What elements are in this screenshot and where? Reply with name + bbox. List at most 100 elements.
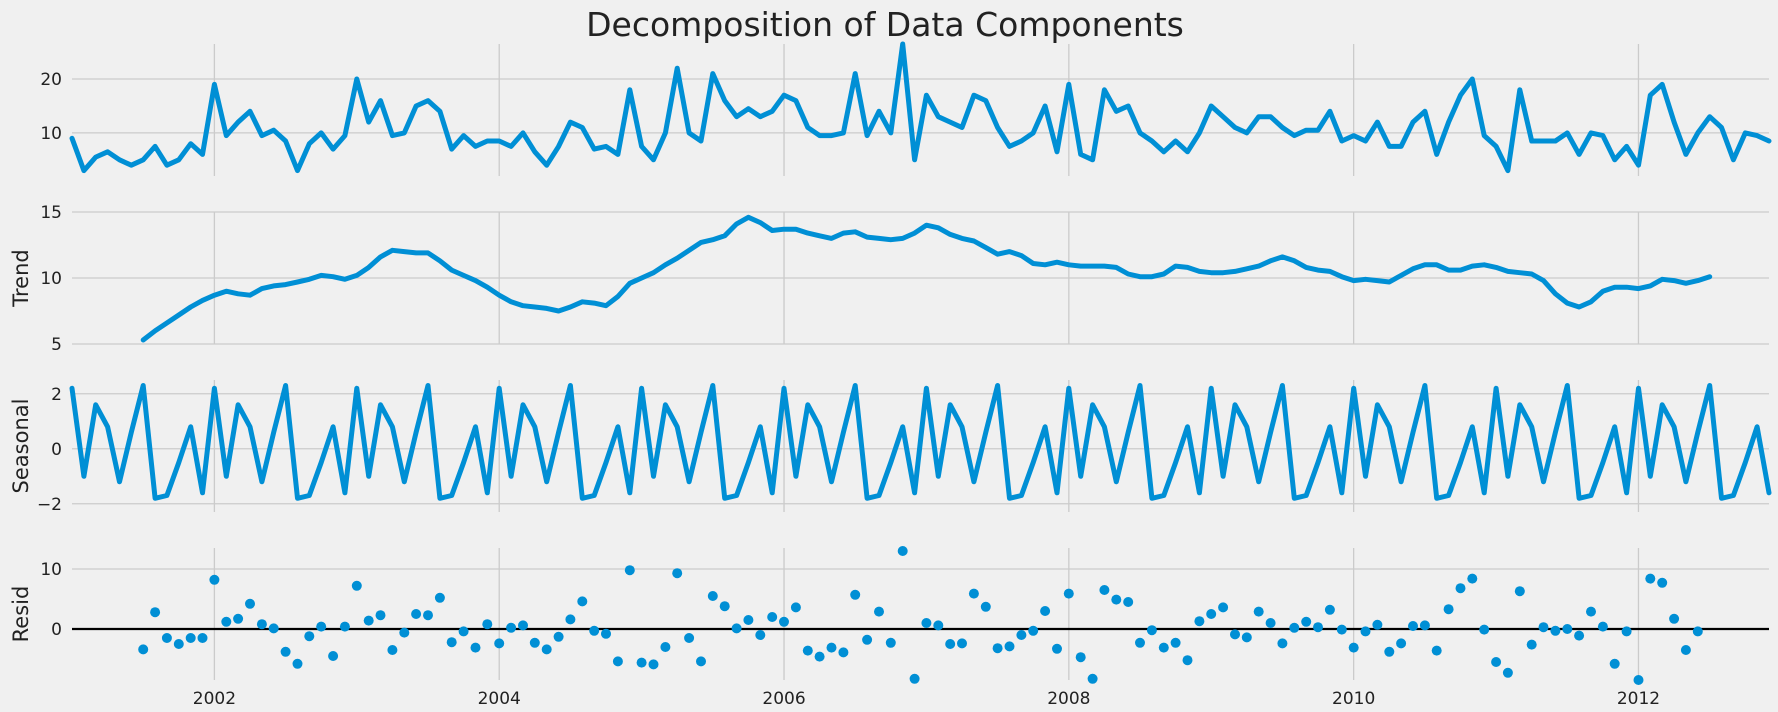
resid-point [755, 630, 766, 640]
x-tick-label: 2010 [1332, 689, 1375, 709]
y-tick-label: 5 [51, 335, 62, 355]
resid-point [1146, 625, 1157, 636]
resid-point [601, 628, 611, 639]
resid-point [387, 645, 398, 655]
resid-point [992, 643, 1003, 654]
resid-point [399, 627, 410, 638]
resid-point [1574, 630, 1585, 641]
y-tick-label: 10 [40, 124, 62, 144]
resid-point [221, 616, 232, 627]
resid-point [624, 565, 635, 576]
resid-point [375, 610, 386, 621]
resid-point [814, 651, 825, 662]
resid-point [1396, 638, 1407, 649]
x-tick-label: 2004 [478, 689, 521, 709]
resid-point [826, 642, 837, 653]
resid-point [316, 621, 327, 632]
resid-point [1645, 573, 1656, 584]
y-tick-label: 2 [51, 385, 62, 405]
y-axis-label: Trend [9, 249, 33, 307]
series-line-seasonal [69, 383, 1772, 501]
resid-point [802, 645, 813, 656]
resid-point [1052, 643, 1062, 654]
resid-point [339, 621, 350, 632]
resid-point [1597, 621, 1608, 632]
resid-point [458, 626, 469, 637]
resid-point [897, 546, 908, 556]
resid-point [648, 659, 659, 670]
x-axis: 2002 2004 2006 2008 2010 2012 [193, 689, 1660, 709]
resid-point [1419, 620, 1430, 631]
resid-point [909, 673, 920, 684]
resid-point [197, 633, 208, 643]
resid-point [1621, 626, 1632, 637]
resid-point [1253, 606, 1264, 617]
resid-point [1158, 642, 1169, 653]
resid-point [1680, 645, 1691, 655]
resid-point [1491, 657, 1502, 667]
panel-seasonal: −2 0 2 Seasonal [9, 380, 1772, 515]
resid-point [1265, 618, 1276, 628]
resid-point [968, 588, 979, 599]
resid-point [1467, 573, 1478, 584]
y-tick-label: 20 [40, 70, 62, 90]
resid-point [790, 602, 801, 613]
resid-point [1230, 629, 1240, 640]
y-axis-label: Seasonal [9, 399, 33, 494]
resid-point [731, 623, 742, 634]
resid-point [209, 574, 220, 585]
x-tick-label: 2008 [1047, 689, 1090, 709]
resid-point [636, 657, 647, 668]
y-tick-label: −2 [37, 495, 62, 515]
x-tick-label: 2012 [1617, 689, 1660, 709]
resid-point [612, 656, 623, 667]
resid-point [1218, 602, 1229, 613]
resid-point [280, 646, 291, 657]
resid-point [1586, 606, 1596, 617]
resid-point [268, 623, 279, 634]
resid-point [363, 615, 374, 626]
resid-point [1550, 625, 1561, 636]
resid-point [719, 601, 730, 612]
resid-point [660, 642, 671, 652]
resid-point [553, 631, 564, 642]
resid-point [185, 633, 196, 643]
resid-point [672, 568, 683, 579]
x-tick-label: 2002 [193, 689, 236, 709]
series-line-trend [140, 214, 1713, 343]
resid-point [233, 613, 244, 624]
resid-point [933, 620, 944, 631]
resid-point [1182, 655, 1193, 666]
resid-point [1431, 645, 1442, 656]
resid-point [1277, 638, 1288, 649]
resid-point [506, 622, 517, 633]
resid-point [874, 606, 884, 617]
resid-point [1194, 616, 1205, 627]
resid-point [482, 619, 493, 630]
resid-point [1360, 626, 1371, 637]
resid-point [138, 644, 149, 655]
resid-point [351, 580, 362, 591]
resid-point [518, 620, 528, 631]
resid-point [767, 612, 778, 622]
panel-trend: 5 10 15 Trend [9, 203, 1769, 355]
resid-point [1313, 622, 1323, 633]
resid-point [1443, 604, 1454, 615]
panel-observed: 10 20 [40, 41, 1772, 176]
resid-point [1384, 646, 1395, 657]
resid-point [1479, 624, 1490, 635]
resid-point [565, 614, 576, 625]
resid-point [1111, 594, 1122, 605]
resid-point [980, 601, 991, 612]
resid-point [707, 591, 718, 601]
series-line-observed [69, 41, 1772, 174]
y-axis-label: Resid [9, 586, 33, 643]
x-tick-label: 2006 [762, 689, 805, 709]
resid-point [885, 637, 896, 648]
resid-point [743, 615, 754, 625]
y-tick-label: 15 [40, 203, 62, 223]
resid-point [684, 633, 695, 643]
resid-point [1004, 641, 1015, 652]
resid-point [541, 644, 552, 655]
resid-point [1633, 675, 1644, 685]
